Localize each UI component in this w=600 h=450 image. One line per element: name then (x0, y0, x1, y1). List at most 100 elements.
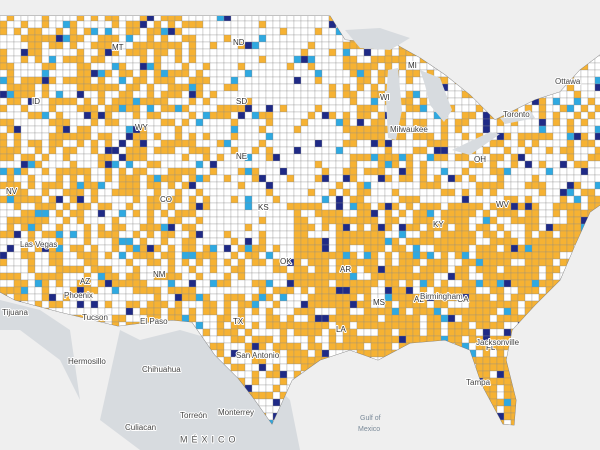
county (461, 230, 470, 239)
county (440, 237, 449, 246)
county (293, 167, 302, 176)
county (349, 300, 358, 309)
county (55, 286, 64, 295)
county (6, 223, 15, 232)
county (363, 195, 372, 204)
county (573, 118, 582, 127)
county (251, 342, 260, 351)
county (146, 111, 155, 120)
county (76, 188, 85, 197)
county (244, 111, 253, 120)
county (496, 272, 505, 281)
county (167, 216, 176, 225)
county (167, 125, 176, 134)
county (328, 125, 337, 134)
county (531, 286, 540, 295)
county (356, 83, 365, 92)
county (496, 265, 505, 274)
county (251, 195, 260, 204)
county (251, 328, 260, 337)
county (454, 167, 463, 176)
county (69, 41, 78, 50)
county (258, 377, 267, 386)
county (363, 83, 372, 92)
county (573, 160, 582, 169)
county (510, 237, 519, 246)
county (146, 237, 155, 246)
county (69, 27, 78, 36)
county (398, 167, 407, 176)
county (230, 62, 239, 71)
county (475, 349, 484, 358)
county (559, 90, 568, 99)
county (503, 139, 512, 148)
county (391, 307, 400, 316)
county (230, 188, 239, 197)
county (188, 307, 197, 316)
county (300, 195, 309, 204)
county (377, 349, 386, 358)
county (195, 293, 204, 302)
county (132, 209, 141, 218)
county (419, 146, 428, 155)
county (384, 328, 393, 337)
county (90, 90, 99, 99)
county (223, 146, 232, 155)
county (405, 139, 414, 148)
county (405, 230, 414, 239)
county (20, 230, 29, 239)
county (258, 258, 267, 267)
county (83, 62, 92, 71)
county (489, 293, 498, 302)
county (132, 265, 141, 274)
county (440, 272, 449, 281)
county (503, 188, 512, 197)
county (55, 90, 64, 99)
county (139, 300, 148, 309)
county (83, 188, 92, 197)
county (433, 195, 442, 204)
county (503, 251, 512, 260)
county (76, 230, 85, 239)
county (559, 167, 568, 176)
county (405, 300, 414, 309)
county (461, 307, 470, 316)
county (111, 111, 120, 120)
county (545, 146, 554, 155)
county (468, 195, 477, 204)
county (216, 195, 225, 204)
county (314, 216, 323, 225)
county (307, 48, 316, 57)
county (475, 118, 484, 127)
county (356, 300, 365, 309)
county (62, 223, 71, 232)
county (545, 125, 554, 134)
county (356, 104, 365, 113)
county (328, 83, 337, 92)
county (293, 209, 302, 218)
county (349, 342, 358, 351)
county (307, 20, 316, 29)
county (104, 286, 113, 295)
county (384, 188, 393, 197)
county (356, 314, 365, 323)
county (216, 48, 225, 57)
county (349, 48, 358, 57)
county (370, 132, 379, 141)
county (251, 55, 260, 64)
county (454, 97, 463, 106)
county (447, 279, 456, 288)
county (160, 160, 169, 169)
county (377, 223, 386, 232)
county (195, 167, 204, 176)
county (489, 307, 498, 316)
county (594, 104, 600, 113)
county (286, 307, 295, 316)
county (482, 195, 491, 204)
county (230, 258, 239, 267)
county (174, 202, 183, 211)
county (356, 111, 365, 120)
county (174, 146, 183, 155)
county (566, 181, 575, 190)
county (279, 377, 288, 386)
